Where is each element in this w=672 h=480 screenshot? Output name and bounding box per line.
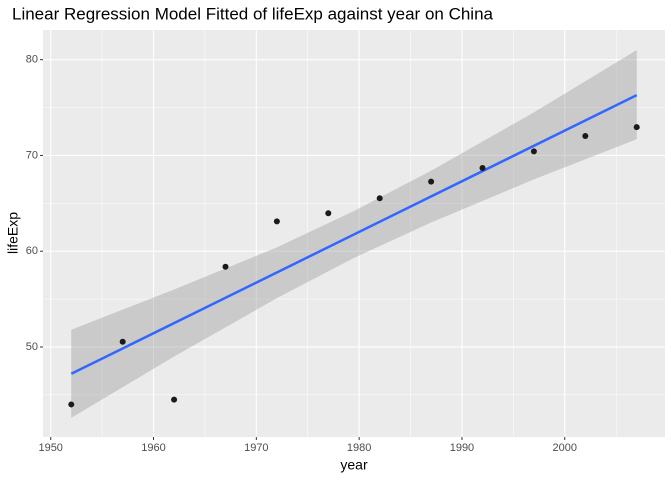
x-axis-label: year <box>340 457 368 473</box>
point <box>530 148 537 155</box>
x-tick-label: 1990 <box>450 442 474 454</box>
point <box>119 338 126 345</box>
point <box>479 164 486 171</box>
x-tick-label: 2000 <box>553 442 577 454</box>
x-tick-label: 1960 <box>141 442 165 454</box>
point <box>222 263 229 270</box>
fit-line <box>70 93 638 375</box>
chart-title: Linear Regression Model Fitted of lifeEx… <box>12 4 494 23</box>
point <box>273 218 280 225</box>
y-tick-label: 70 <box>26 149 38 161</box>
point <box>376 195 383 202</box>
point <box>582 133 589 140</box>
y-tick-label: 60 <box>26 245 38 257</box>
point <box>171 396 178 403</box>
point <box>325 210 332 217</box>
point <box>633 124 640 131</box>
point <box>428 178 435 185</box>
x-tick-label: 1970 <box>244 442 268 454</box>
y-tick-label: 80 <box>26 54 38 66</box>
point <box>68 401 75 408</box>
y-axis-label: lifeExp <box>5 212 21 254</box>
y-tick-label: 50 <box>26 341 38 353</box>
x-tick-label: 1980 <box>347 442 371 454</box>
x-tick-label: 1950 <box>38 442 62 454</box>
